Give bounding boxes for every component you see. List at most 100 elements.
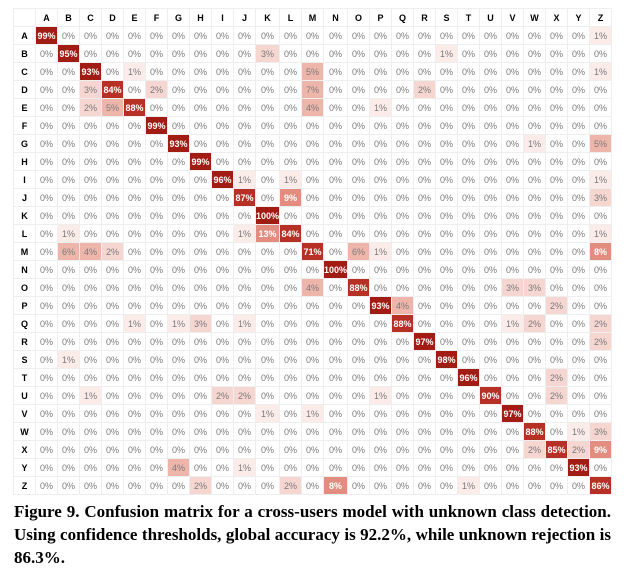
cell: 0% (502, 99, 524, 117)
cell: 0% (370, 63, 392, 81)
cell: 2% (414, 81, 436, 99)
cell: 0% (480, 441, 502, 459)
row-header: Y (13, 459, 35, 477)
cell: 0% (348, 369, 370, 387)
cell: 0% (546, 261, 568, 279)
cell: 0% (280, 279, 302, 297)
cell: 0% (568, 171, 590, 189)
cell: 0% (458, 333, 480, 351)
cell: 1% (255, 405, 279, 423)
cell: 0% (145, 261, 167, 279)
cell: 4% (302, 99, 324, 117)
col-header: R (414, 9, 436, 27)
cell: 0% (590, 351, 612, 369)
cell: 0% (79, 423, 101, 441)
cell: 0% (436, 405, 458, 423)
cell: 0% (57, 99, 79, 117)
cell: 2% (79, 99, 101, 117)
cell: 0% (35, 315, 57, 333)
cell: 2% (189, 477, 211, 495)
cell: 0% (35, 279, 57, 297)
cell: 0% (189, 369, 211, 387)
cell: 0% (101, 423, 123, 441)
cell: 0% (348, 477, 370, 495)
cell: 0% (123, 117, 145, 135)
cell: 0% (302, 333, 324, 351)
cell: 0% (211, 261, 233, 279)
cell: 0% (546, 135, 568, 153)
cell: 0% (524, 369, 546, 387)
row-header: N (13, 261, 35, 279)
cell: 0% (145, 423, 167, 441)
cell: 0% (189, 441, 211, 459)
cell: 0% (370, 333, 392, 351)
cell: 0% (414, 207, 436, 225)
cell: 0% (302, 135, 324, 153)
cell: 2% (101, 243, 123, 261)
cell: 0% (167, 99, 189, 117)
cell: 0% (280, 27, 302, 45)
cell: 0% (233, 63, 255, 81)
cell: 0% (324, 243, 348, 261)
cell: 0% (590, 207, 612, 225)
cell: 0% (524, 27, 546, 45)
cell: 0% (189, 387, 211, 405)
cell: 0% (348, 99, 370, 117)
cell: 0% (480, 279, 502, 297)
cell: 0% (123, 477, 145, 495)
cell: 0% (145, 405, 167, 423)
cell: 0% (233, 81, 255, 99)
cell: 0% (502, 45, 524, 63)
cell: 2% (524, 315, 546, 333)
cell: 0% (324, 405, 348, 423)
cell: 0% (280, 441, 302, 459)
cell: 0% (35, 171, 57, 189)
cell: 0% (280, 207, 302, 225)
cell: 0% (211, 99, 233, 117)
cell: 0% (348, 81, 370, 99)
cell: 0% (167, 297, 189, 315)
cell: 0% (35, 369, 57, 387)
cell: 0% (35, 459, 57, 477)
cell: 0% (502, 117, 524, 135)
col-header: U (480, 9, 502, 27)
cell: 0% (480, 225, 502, 243)
cell: 0% (123, 459, 145, 477)
cell: 0% (546, 459, 568, 477)
cell: 0% (255, 459, 279, 477)
cell: 0% (414, 369, 436, 387)
cell: 0% (502, 477, 524, 495)
cell: 0% (414, 315, 436, 333)
cell: 0% (502, 243, 524, 261)
cell: 0% (302, 153, 324, 171)
cell: 0% (167, 423, 189, 441)
cell: 0% (568, 243, 590, 261)
cell: 0% (348, 441, 370, 459)
cell: 0% (123, 207, 145, 225)
cell: 1% (167, 315, 189, 333)
row-header: P (13, 297, 35, 315)
cell: 0% (436, 279, 458, 297)
cell: 0% (189, 27, 211, 45)
cell: 0% (280, 387, 302, 405)
row-header: Q (13, 315, 35, 333)
cell: 0% (502, 171, 524, 189)
cell: 0% (211, 423, 233, 441)
cell: 0% (458, 189, 480, 207)
cell: 0% (167, 171, 189, 189)
cell: 0% (211, 441, 233, 459)
cell: 0% (392, 225, 414, 243)
row-header: F (13, 117, 35, 135)
row-header: U (13, 387, 35, 405)
cell: 0% (145, 387, 167, 405)
cell: 0% (458, 279, 480, 297)
cell: 0% (524, 117, 546, 135)
cell: 0% (502, 225, 524, 243)
cell: 0% (189, 333, 211, 351)
cell: 0% (436, 333, 458, 351)
cell: 0% (123, 279, 145, 297)
cell: 0% (35, 351, 57, 369)
cell: 2% (211, 387, 233, 405)
cell: 0% (324, 297, 348, 315)
cell: 0% (211, 207, 233, 225)
